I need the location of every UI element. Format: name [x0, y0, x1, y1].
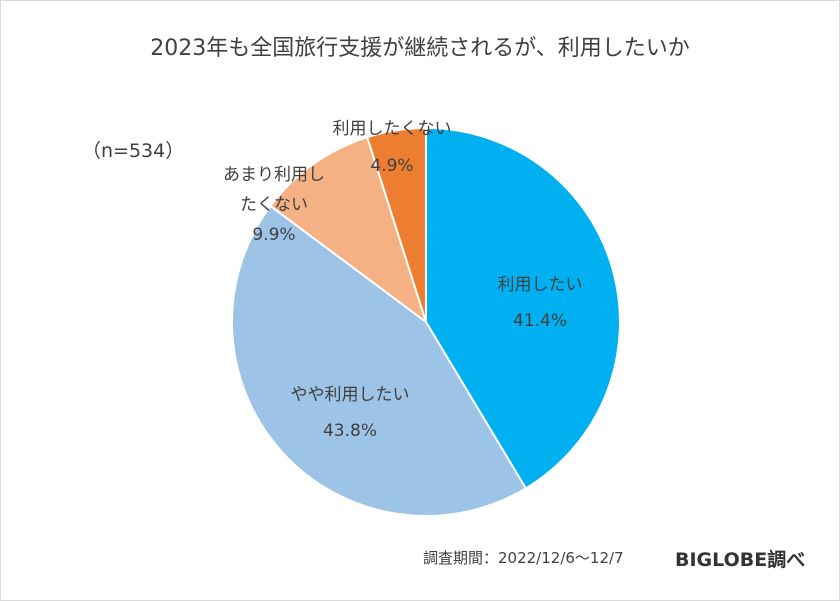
- pie-slice-1: [231, 204, 528, 517]
- chart-title: 2023年も全国旅行支援が継続されるが、利用したいか: [150, 36, 690, 61]
- slice-label-3-line-0: 利用したくない: [333, 119, 452, 139]
- slice-label-2-line-1: たくない: [240, 195, 308, 215]
- pie-slice-3: [365, 126, 427, 323]
- slice-value-label-2: 9.9%: [252, 225, 295, 245]
- survey-period: 調査期間：2022/12/6～12/7: [423, 549, 624, 567]
- source-brand: BIGLOBE調べ: [675, 549, 806, 571]
- pie-slice-0: [425, 126, 621, 490]
- slice-value-label-3: 4.9%: [370, 156, 413, 176]
- pie-slice-2: [269, 135, 428, 325]
- slice-value-label-0: 41.4%: [513, 311, 567, 331]
- slice-label-1-line-0: やや利用したい: [291, 385, 410, 405]
- slice-label-0-line-0: 利用したい: [498, 275, 583, 295]
- sample-size-label: （n=534）: [82, 140, 185, 162]
- slice-value-label-1: 43.8%: [323, 421, 377, 441]
- slice-label-2-line-0: あまり利用し: [223, 165, 325, 185]
